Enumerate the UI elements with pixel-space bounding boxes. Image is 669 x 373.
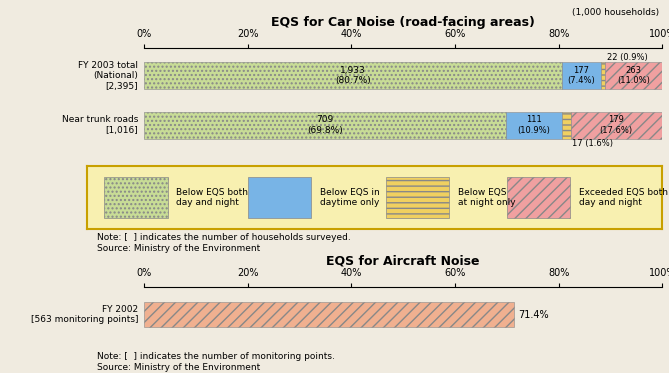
Title: EQS for Aircraft Noise: EQS for Aircraft Noise [326,255,480,268]
Text: 709
(69.8%): 709 (69.8%) [307,115,343,135]
Text: (1,000 households): (1,000 households) [572,8,659,17]
Bar [144,302,514,327]
Bar [605,62,662,89]
Bar [144,112,506,139]
Text: 177
(7.4%): 177 (7.4%) [567,66,595,85]
Bar [562,112,571,139]
Title: EQS for Car Noise (road-facing areas): EQS for Car Noise (road-facing areas) [271,16,535,29]
Bar [506,112,562,139]
Text: 1,933
(80.7%): 1,933 (80.7%) [335,66,371,85]
Bar [248,178,311,218]
Text: 263
(11.0%): 263 (11.0%) [617,66,650,85]
Text: Note: [  ] indicates the number of monitoring points.
Source: Ministry of the En: Note: [ ] indicates the number of monito… [97,352,335,372]
Bar [144,62,562,89]
Bar [562,62,601,89]
Bar [601,62,605,89]
Text: 22 (0.9%): 22 (0.9%) [607,53,648,62]
Bar [104,178,167,218]
Text: Below EQS
at night only: Below EQS at night only [458,188,516,207]
Text: 71.4%: 71.4% [518,310,549,320]
Text: 111
(10.9%): 111 (10.9%) [518,115,551,135]
Bar [571,112,662,139]
Text: Below EQS in
daytime only: Below EQS in daytime only [320,188,380,207]
Text: Exceeded EQS both
day and night: Exceeded EQS both day and night [579,188,668,207]
Bar [507,178,570,218]
Text: 17 (1.6%): 17 (1.6%) [572,140,613,148]
Text: Below EQS both
day and night: Below EQS both day and night [176,188,248,207]
Text: Note: [  ] indicates the number of households surveyed.
Source: Ministry of the : Note: [ ] indicates the number of househ… [97,233,351,253]
Bar [386,178,450,218]
Text: 179
(17.6%): 179 (17.6%) [599,115,633,135]
